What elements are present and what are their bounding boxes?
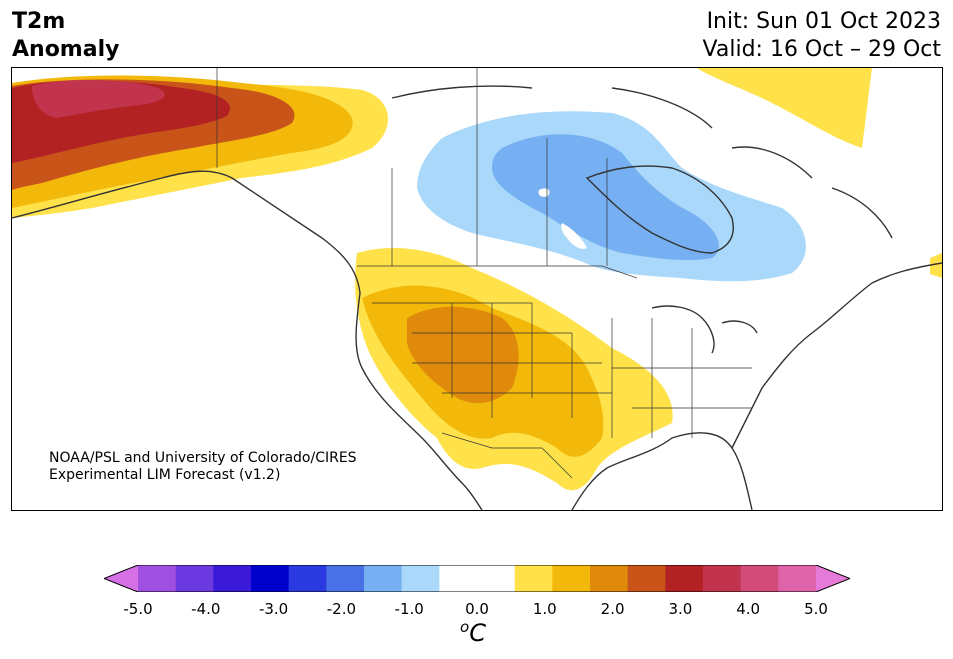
colorbar-cell — [665, 565, 704, 592]
political-borders — [216, 68, 752, 479]
unit-letter: C — [469, 619, 486, 647]
colorbar-cell — [251, 565, 290, 592]
colorbar-cell — [627, 565, 666, 592]
cool-anomaly-blue — [492, 134, 720, 261]
pacific-coast — [12, 170, 483, 510]
border-mexico — [441, 432, 573, 479]
colorbar-cell — [138, 565, 177, 592]
attribution-line-1: NOAA/PSL and University of Colorado/CIRE… — [49, 450, 357, 466]
border-canada-us — [357, 265, 638, 279]
colorbar-cell — [703, 565, 742, 592]
valid-range: Valid: 16 Oct – 29 Oct — [702, 37, 941, 62]
warm-anomaly-east-edge — [930, 253, 942, 278]
unit-degree: o — [460, 618, 470, 636]
colorbar-tick-label: 4.0 — [736, 600, 761, 618]
colorbar-cell — [778, 565, 817, 592]
colorbar-tick-label: 0.0 — [465, 600, 489, 618]
colorbar-cell — [175, 565, 214, 592]
warm-anomaly-greenland — [697, 68, 872, 148]
border-states-east — [611, 318, 752, 438]
colorbar-cell — [514, 565, 553, 592]
colorbar-unit: oC — [460, 618, 486, 647]
coastlines — [12, 85, 942, 510]
colorbar-cell — [213, 565, 252, 592]
colorbar-cell — [590, 565, 629, 592]
colorbar-cell — [552, 565, 591, 592]
colorbar-cell — [364, 565, 403, 592]
arctic-islands — [391, 85, 893, 239]
colorbar — [104, 565, 850, 592]
gulf-coast — [571, 432, 753, 510]
colorbar-tick-label: -2.0 — [326, 600, 357, 618]
title-line-2: Anomaly — [12, 37, 120, 62]
colorbar-tick-label: 3.0 — [668, 600, 693, 618]
colorbar-tick-label: -4.0 — [191, 600, 221, 618]
lake-small — [538, 188, 550, 197]
colorbar-cell — [439, 565, 478, 592]
colorbar-tick-label: 1.0 — [532, 600, 557, 618]
lake-winnipeg — [561, 223, 587, 249]
colorbar-tick-label: -5.0 — [123, 600, 153, 618]
attribution-line-2: Experimental LIM Forecast (v1.2) — [49, 467, 281, 483]
colorbar-tick-label: -1.0 — [394, 600, 424, 618]
atlantic-coast — [731, 262, 942, 449]
colorbar-cell — [401, 565, 440, 592]
border-states-west — [372, 302, 612, 418]
forecast-dates: Init: Sun 01 Oct 2023 Valid: 16 Oct – 29… — [703, 8, 941, 64]
colorbar-cell — [740, 565, 779, 592]
anomaly-map — [11, 67, 943, 511]
warm-anomaly-dark-orange — [407, 306, 519, 404]
colorbar-under-arrow — [104, 565, 138, 592]
title-line-1: T2m — [12, 9, 66, 34]
map-title: T2m Anomaly — [12, 8, 119, 64]
colorbar-tick-label: -3.0 — [258, 600, 289, 618]
great-lakes — [651, 305, 758, 354]
colorbar-cell — [477, 565, 516, 592]
colorbar-tick-label: 2.0 — [600, 600, 625, 618]
colorbar-cell — [326, 565, 365, 592]
attribution: NOAA/PSL and University of Colorado/CIRE… — [49, 450, 357, 484]
colorbar-cell — [288, 565, 327, 592]
map-canvas — [12, 68, 942, 510]
border-provinces — [391, 68, 608, 266]
colorbar-over-arrow — [816, 565, 850, 592]
colorbar-cells — [138, 565, 817, 592]
hudson-bay — [585, 165, 734, 254]
colorbar-tick-label: 5.0 — [804, 600, 828, 618]
warm-anomaly-alaska-crimson — [32, 80, 165, 118]
init-date: Init: Sun 01 Oct 2023 — [706, 9, 941, 34]
